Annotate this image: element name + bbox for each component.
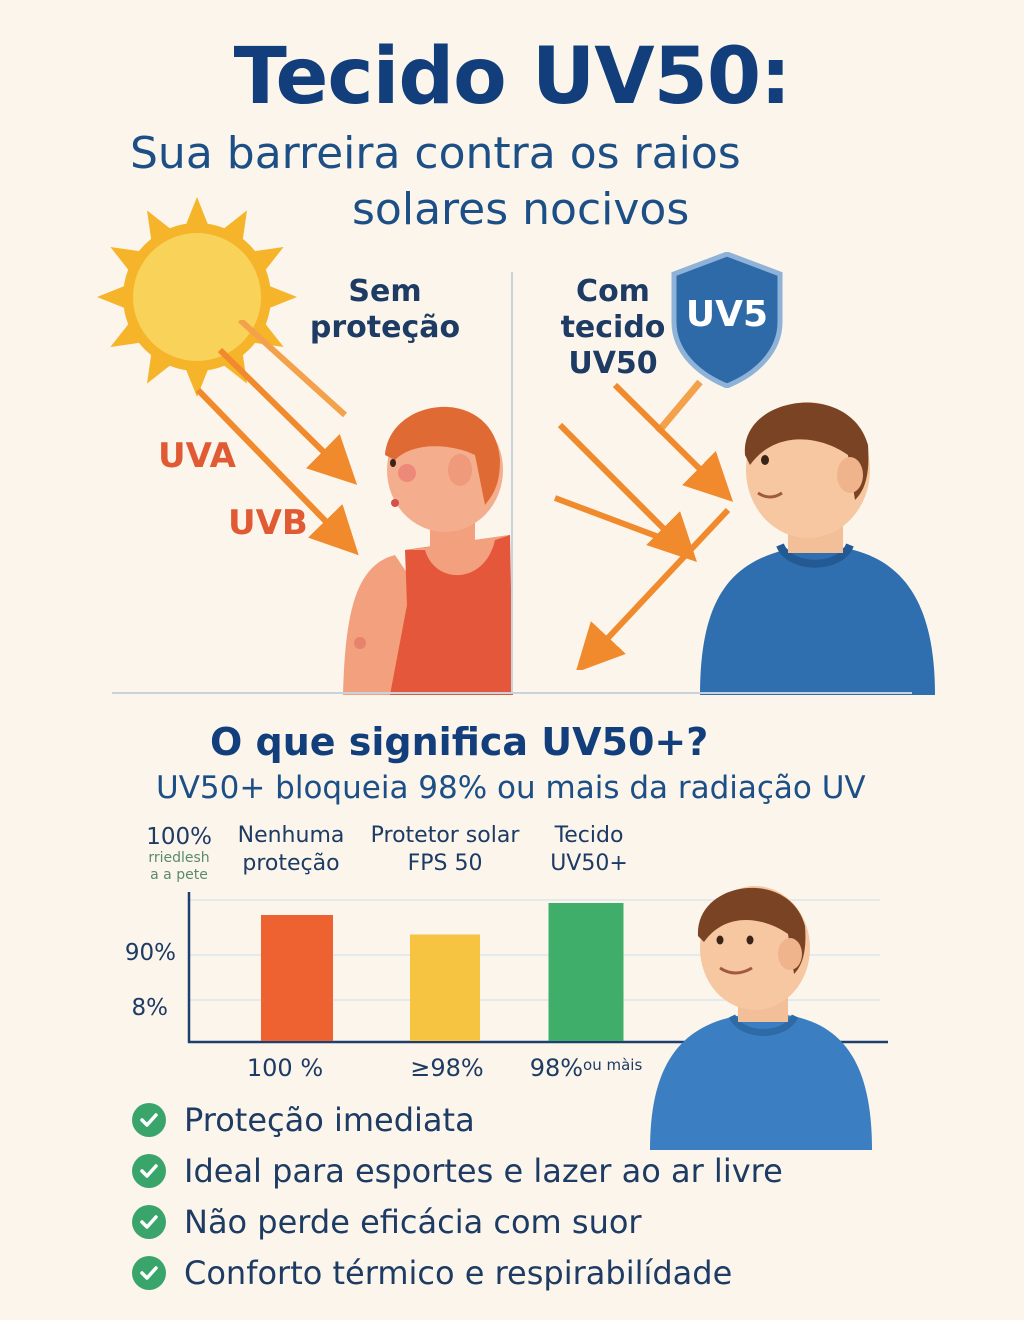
y-tick-90: 90% xyxy=(124,940,176,966)
category-label-fabric: Tecido UV50+ xyxy=(550,823,628,876)
y-tick-note: rriedlesh a a pete xyxy=(148,850,210,883)
with-fabric-label: Com tecido UV50 xyxy=(560,274,666,381)
bar-uv50-fabric xyxy=(548,903,624,1041)
benefit-item: Ideal para esportes e lazer ao ar livre xyxy=(132,1151,783,1191)
shield-icon xyxy=(671,252,783,388)
page-subtitle-line2: solares nocivos xyxy=(352,184,690,235)
benefit-item: Proteção imediata xyxy=(132,1100,475,1140)
uv-rays-left xyxy=(195,320,359,556)
page-title: Tecido UV50: xyxy=(233,32,792,122)
section-subtitle: UV50+ bloqueia 98% ou mais da radiação U… xyxy=(156,770,866,806)
benefit-item: Conforto térmico e respirabilídade xyxy=(132,1253,732,1293)
check-icon xyxy=(132,1154,166,1188)
shield-text: UV5 xyxy=(685,294,769,335)
y-tick-100: 100% xyxy=(146,824,212,850)
benefit-item: Não perde eficácia com suor xyxy=(132,1202,642,1242)
value-label-sunscreen: ≥98% xyxy=(410,1054,484,1082)
check-icon xyxy=(132,1205,166,1239)
smiling-person-illustration xyxy=(650,886,872,1150)
category-label-none: Nenhuma proteção xyxy=(237,823,345,876)
value-label-none: 100 % xyxy=(246,1054,324,1082)
category-label-sunscreen: Protetor solar FPS 50 xyxy=(370,823,520,876)
check-icon xyxy=(132,1103,166,1137)
value-label-fabric: 98%ou màis xyxy=(529,1054,643,1082)
no-protection-label: Sem proteção xyxy=(309,274,461,345)
page-subtitle-line1: Sua barreira contra os raios xyxy=(130,128,741,179)
section-title: O que significa UV50+? xyxy=(210,720,709,764)
section-divider xyxy=(112,692,912,694)
comparison-divider xyxy=(511,272,513,692)
bar-sunscreen xyxy=(410,934,480,1041)
y-tick-8: 8% xyxy=(131,995,169,1021)
reflected-rays-right xyxy=(553,379,734,670)
uva-label: UVA xyxy=(158,436,236,476)
sunburned-person-illustration xyxy=(343,406,513,695)
bar-chart xyxy=(187,892,888,1044)
uvb-label: UVB xyxy=(228,503,308,543)
protected-person-illustration xyxy=(700,402,935,695)
bar-no-protection xyxy=(261,915,333,1041)
check-icon xyxy=(132,1256,166,1290)
